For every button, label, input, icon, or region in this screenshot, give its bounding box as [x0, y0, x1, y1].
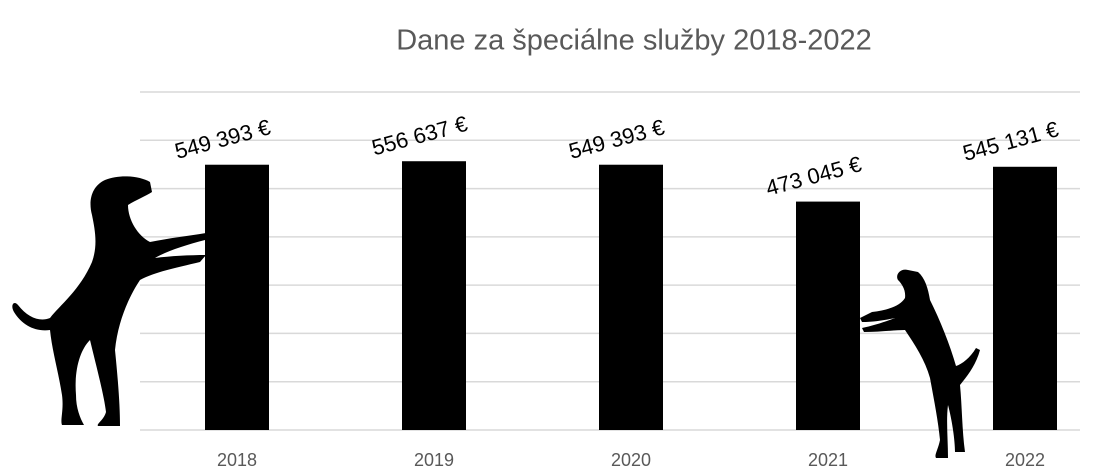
x-tick-label: 2018: [217, 450, 257, 468]
dog-large: [12, 176, 207, 426]
bar: [993, 166, 1057, 430]
bar: [402, 161, 466, 430]
chart-title: Dane za špeciálne služby 2018-2022: [396, 25, 872, 57]
bars: [205, 161, 1057, 430]
data-label: 549 393 €: [172, 114, 273, 163]
x-tick-label: 2019: [414, 450, 454, 468]
x-tick-label: 2020: [611, 450, 651, 468]
data-label: 556 637 €: [369, 111, 470, 160]
bar: [796, 201, 860, 430]
bar: [599, 164, 663, 430]
x-tick-label: 2021: [808, 450, 848, 468]
data-label: 549 393 €: [566, 114, 667, 163]
data-label: 473 045 €: [763, 151, 864, 200]
bar: [205, 164, 269, 430]
data-label: 545 131 €: [960, 116, 1061, 165]
x-tick-label: 2022: [1005, 450, 1045, 468]
x-axis-labels: 2018 2019 2020 2021 2022: [217, 450, 1045, 468]
dog-small: [860, 269, 980, 458]
